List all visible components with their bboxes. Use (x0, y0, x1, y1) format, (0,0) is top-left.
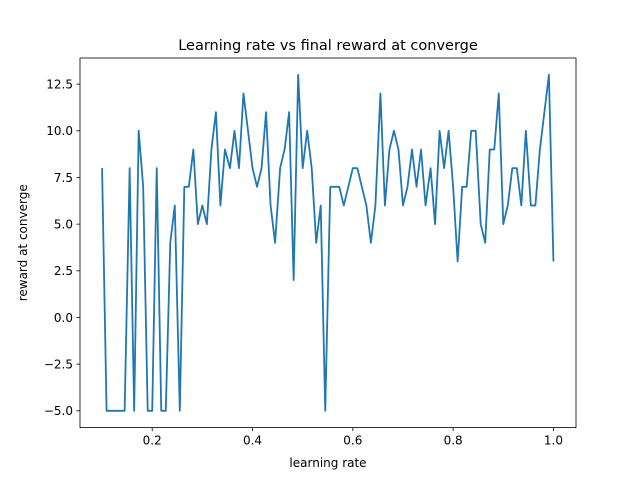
x-axis: 0.2 0.4 0.6 0.8 1.0 (143, 427, 563, 448)
y-tick-label: 10.0 (46, 124, 73, 138)
plot-frame (79, 57, 577, 429)
y-tick-label: 7.5 (54, 171, 73, 185)
y-tick-label: −2.5 (44, 357, 73, 371)
chart-title: Learning rate vs final reward at converg… (178, 38, 478, 54)
y-tick-label: 12.5 (46, 77, 73, 91)
x-tick-label: 0.8 (444, 434, 463, 448)
x-tick-label: 0.2 (143, 434, 162, 448)
y-axis-label: reward at converge (16, 184, 30, 301)
y-axis: −5.0 −2.5 0.0 2.5 5.0 7.5 10.0 12.5 (44, 77, 80, 418)
y-tick-label: 0.0 (54, 311, 73, 325)
y-tick-label: 5.0 (54, 217, 73, 231)
series-line (101, 73, 555, 412)
y-tick-label: −5.0 (44, 404, 73, 418)
x-tick-label: 0.4 (243, 434, 262, 448)
x-tick-label: 0.6 (343, 434, 362, 448)
x-tick-label: 1.0 (544, 434, 563, 448)
y-tick-label: 2.5 (54, 264, 73, 278)
x-axis-label: learning rate (289, 456, 366, 470)
